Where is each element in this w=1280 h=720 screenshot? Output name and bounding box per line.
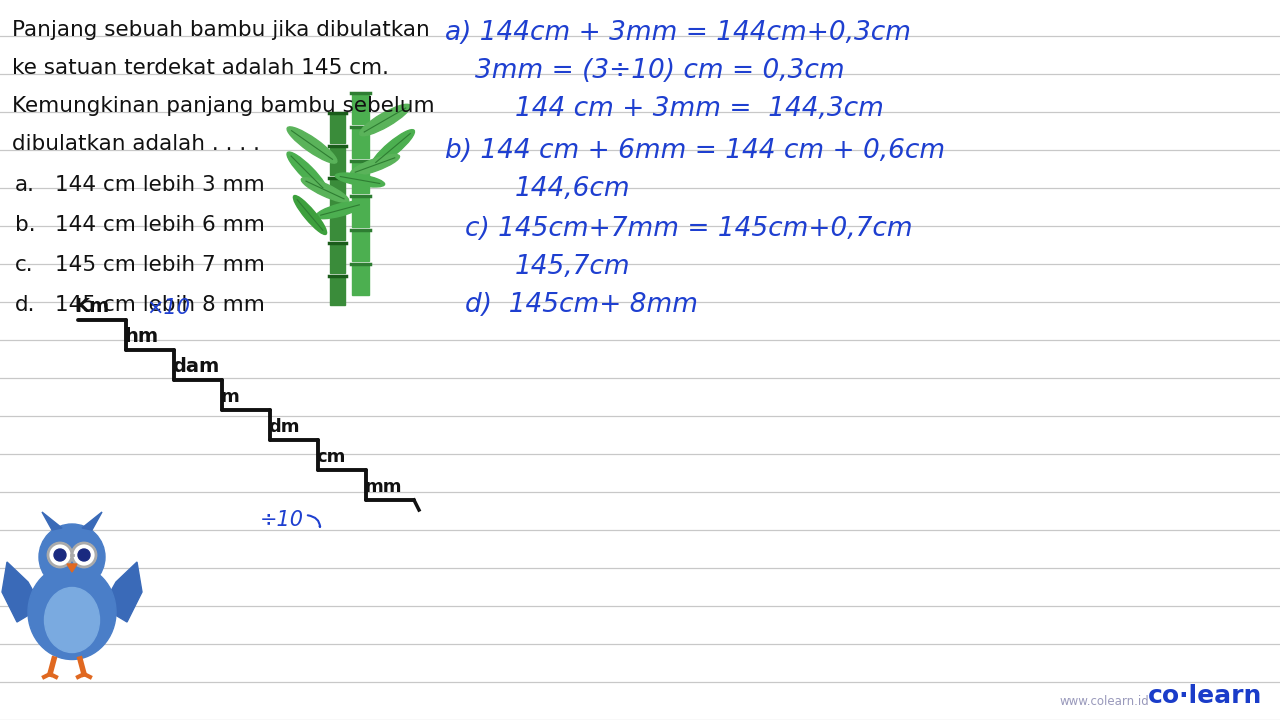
Text: Kemungkinan panjang bambu sebelum: Kemungkinan panjang bambu sebelum bbox=[12, 96, 435, 116]
Text: 145 cm lebih 7 mm: 145 cm lebih 7 mm bbox=[55, 255, 265, 275]
Ellipse shape bbox=[360, 104, 411, 135]
Text: ÷10: ÷10 bbox=[260, 510, 305, 530]
Bar bbox=[329, 178, 344, 207]
Text: Panjang sebuah bambu jika dibulatkan: Panjang sebuah bambu jika dibulatkan bbox=[12, 20, 430, 40]
Ellipse shape bbox=[28, 564, 116, 660]
Circle shape bbox=[54, 549, 67, 561]
Ellipse shape bbox=[335, 173, 384, 187]
FancyArrowPatch shape bbox=[307, 516, 320, 527]
Bar bbox=[329, 113, 344, 143]
Bar bbox=[329, 276, 344, 305]
Circle shape bbox=[49, 543, 72, 567]
Polygon shape bbox=[3, 562, 42, 622]
Text: dam: dam bbox=[172, 357, 219, 376]
Text: 144 cm lebih 6 mm: 144 cm lebih 6 mm bbox=[55, 215, 265, 235]
Text: ke satuan terdekat adalah 145 cm.: ke satuan terdekat adalah 145 cm. bbox=[12, 58, 389, 78]
Ellipse shape bbox=[45, 588, 100, 652]
Text: b.: b. bbox=[15, 215, 36, 235]
Text: 144 cm + 3mm =  144,3cm: 144 cm + 3mm = 144,3cm bbox=[515, 96, 884, 122]
Bar bbox=[352, 127, 369, 158]
Text: d)  145cm+ 8mm: d) 145cm+ 8mm bbox=[465, 292, 698, 318]
Text: Km: Km bbox=[74, 297, 109, 316]
Text: c) 145cm+7mm = 145cm+0,7cm: c) 145cm+7mm = 145cm+0,7cm bbox=[465, 216, 913, 242]
Bar bbox=[352, 93, 369, 124]
Bar bbox=[352, 264, 369, 295]
Text: a.: a. bbox=[15, 175, 35, 195]
Bar bbox=[329, 243, 344, 272]
Text: 144,6cm: 144,6cm bbox=[515, 176, 631, 202]
Polygon shape bbox=[67, 564, 77, 572]
Ellipse shape bbox=[301, 178, 348, 202]
Circle shape bbox=[72, 543, 96, 567]
Text: mm: mm bbox=[364, 478, 402, 496]
Ellipse shape bbox=[287, 127, 337, 163]
Text: ×10: ×10 bbox=[146, 298, 189, 318]
Ellipse shape bbox=[351, 155, 399, 176]
Text: cm: cm bbox=[316, 448, 346, 466]
Text: a) 144cm + 3mm = 144cm+0,3cm: a) 144cm + 3mm = 144cm+0,3cm bbox=[445, 20, 911, 46]
Circle shape bbox=[38, 524, 105, 590]
Text: co·learn: co·learn bbox=[1148, 684, 1262, 708]
Text: c.: c. bbox=[15, 255, 33, 275]
Text: www.colearn.id: www.colearn.id bbox=[1060, 695, 1149, 708]
Text: dm: dm bbox=[268, 418, 300, 436]
Bar bbox=[329, 145, 344, 175]
Ellipse shape bbox=[293, 196, 326, 235]
Text: 144 cm lebih 3 mm: 144 cm lebih 3 mm bbox=[55, 175, 265, 195]
Ellipse shape bbox=[371, 130, 415, 166]
Text: 145,7cm: 145,7cm bbox=[515, 254, 631, 280]
Ellipse shape bbox=[316, 202, 365, 219]
Polygon shape bbox=[82, 512, 102, 530]
Polygon shape bbox=[42, 512, 61, 530]
Text: dibulatkan adalah . . . .: dibulatkan adalah . . . . bbox=[12, 134, 260, 154]
Bar bbox=[329, 210, 344, 240]
Text: hm: hm bbox=[124, 327, 159, 346]
Bar bbox=[352, 161, 369, 192]
Text: m: m bbox=[220, 388, 239, 406]
Text: 3mm = (3÷10) cm = 0,3cm: 3mm = (3÷10) cm = 0,3cm bbox=[475, 58, 845, 84]
Polygon shape bbox=[102, 562, 142, 622]
Bar bbox=[352, 230, 369, 261]
Circle shape bbox=[78, 549, 90, 561]
Bar bbox=[352, 196, 369, 227]
Text: 145 cm lebih 8 mm: 145 cm lebih 8 mm bbox=[55, 295, 265, 315]
Text: d.: d. bbox=[15, 295, 36, 315]
Text: b) 144 cm + 6mm = 144 cm + 0,6cm: b) 144 cm + 6mm = 144 cm + 0,6cm bbox=[445, 138, 945, 164]
Ellipse shape bbox=[287, 152, 326, 192]
